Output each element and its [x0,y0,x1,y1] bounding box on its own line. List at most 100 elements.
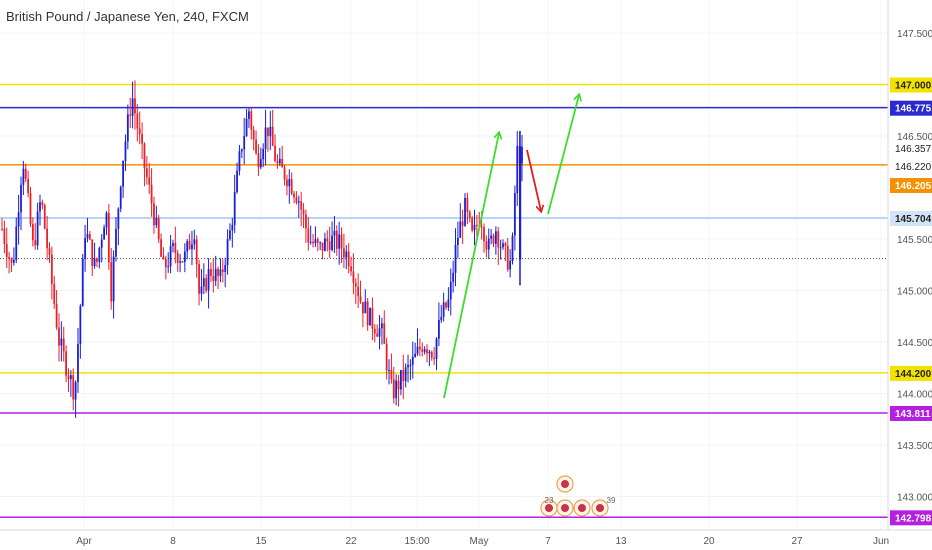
candle-body [397,380,400,390]
candle-body [366,301,369,326]
candle-body [267,127,269,137]
candle-body [492,235,495,244]
candle-body [286,179,288,187]
candle-body [433,357,436,359]
flag-icon [596,504,604,512]
candle-body [86,234,89,239]
candle-body [475,224,478,226]
candle-body [430,351,433,358]
flag-icon [578,504,586,512]
candle-body [93,258,96,267]
candle-body [141,134,143,144]
candle-body [134,98,136,114]
candle-body [231,224,234,231]
candle-body [359,296,362,303]
candle-body [259,159,262,168]
flag-icon [561,504,569,512]
candle-body [243,135,246,150]
y-tick-label: 146.500 [897,132,932,143]
candle-body [302,209,305,215]
candle-body [490,235,493,239]
candle-body [264,127,267,149]
x-tick-label: 8 [170,536,176,547]
candle-body [245,118,248,136]
event-count: 23 [545,496,554,505]
candle-body [345,251,348,258]
candle-body [53,283,56,304]
candle-body [426,349,428,354]
candle-body [506,245,509,270]
candle-body [88,234,91,240]
candle-body [233,192,236,225]
candle-body [79,306,82,345]
x-tick-label: 15:00 [404,536,429,547]
candle-body [485,241,488,250]
candle-body [81,258,84,307]
candle-body [167,266,170,268]
price-badge-label: 144.200 [895,369,932,380]
x-tick-label: 22 [345,536,357,547]
candle-body [456,237,459,246]
candle-body [31,224,34,241]
price-badge-label: 143.811 [895,409,931,420]
price-badge-label: 146.357 [895,144,932,155]
candle-body [17,212,20,227]
candle-body [183,251,186,262]
candle-body [248,111,250,119]
horizontal-levels [0,83,888,519]
candle-body [283,167,286,180]
candle-body [504,243,507,246]
grid [0,0,888,530]
candle-body [100,239,103,248]
x-tick-label: Jun [873,536,889,547]
candle-body [352,271,355,283]
candle-body [402,370,405,381]
candle-body [381,323,383,329]
candle-body [98,247,101,262]
candle-body [143,143,146,169]
flag-icon [561,480,569,488]
candle-body [516,145,519,194]
candle-body [65,351,68,376]
candle-body [153,203,155,226]
candle-body [354,282,357,287]
candle-body [293,193,295,198]
candle-body [10,258,13,263]
candle-body [162,256,165,259]
candle-body [513,193,516,236]
candle-body [305,214,307,229]
candle-body [72,375,75,400]
candle-body [423,349,426,352]
candle-body [347,251,350,267]
flag-icon [545,504,553,512]
candle-body [96,258,98,262]
candle-body [155,218,158,226]
candle-body [288,179,291,187]
candle-body [454,245,457,273]
price-badge [890,178,932,193]
candle-body [362,302,364,314]
candle-body [373,328,376,334]
candle-body [226,239,229,265]
y-tick-label: 145.500 [897,235,932,246]
candle-body [473,224,476,231]
candle-body [255,139,257,154]
candle-body [8,257,11,259]
candle-body [174,243,177,253]
price-badge-label: 146.220 [895,162,932,173]
candle-body [191,244,193,250]
candle-body [169,246,172,267]
candle-body [290,179,293,194]
candle-body [110,262,113,302]
candle-body [331,235,333,250]
candle-body [414,353,417,357]
candle-body [60,338,63,346]
candle-body [117,208,120,229]
candle-body [41,202,44,206]
candle-body [440,316,443,321]
candle-body [150,184,153,204]
candle-body [181,261,184,263]
candle-body [312,241,314,244]
